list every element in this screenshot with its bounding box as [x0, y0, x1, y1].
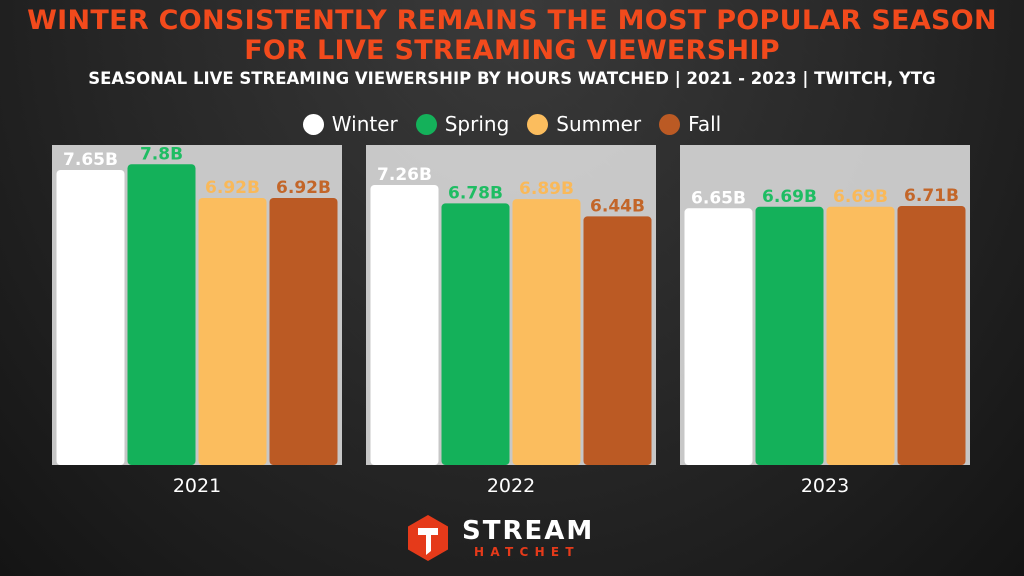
- data-label-summer-2023: 6.69B: [833, 187, 888, 207]
- bar-fall-2023: [897, 206, 966, 465]
- data-label-winter-2023: 6.65B: [691, 188, 746, 208]
- bar-fall-2021: [269, 197, 338, 466]
- legend-label-summer: Summer: [556, 112, 642, 136]
- bar-summer-2023: [826, 206, 895, 465]
- data-label-spring-2021: 7.8B: [140, 144, 183, 164]
- chart-title: WINTER CONSISTENTLY REMAINS THE MOST POP…: [27, 5, 997, 66]
- legend-swatch-spring: [415, 113, 437, 135]
- data-label-spring-2022: 6.78B: [448, 183, 503, 203]
- hatchet-logo-icon: [408, 515, 448, 561]
- bar-spring-2023: [755, 206, 824, 465]
- data-label-fall-2021: 6.92B: [276, 178, 331, 198]
- data-label-fall-2022: 6.44B: [590, 196, 645, 216]
- bar-fall-2022: [583, 216, 652, 465]
- x-tick-2023: 2023: [801, 475, 849, 497]
- bar-summer-2022: [512, 199, 581, 465]
- legend-item-fall: Fall: [659, 113, 721, 135]
- x-tick-2021: 2021: [173, 475, 221, 497]
- bar-spring-2021: [127, 164, 196, 465]
- legend-item-summer: Summer: [527, 113, 641, 135]
- legend-swatch-fall: [659, 113, 681, 135]
- title-block: WINTER CONSISTENTLY REMAINS THE MOST POP…: [0, 6, 1024, 89]
- data-label-spring-2023: 6.69B: [762, 187, 817, 207]
- x-tick-2022: 2022: [487, 475, 535, 497]
- data-label-winter-2022: 7.26B: [377, 165, 432, 185]
- logo-text: STREAM HATCHET: [462, 518, 594, 558]
- data-label-winter-2021: 7.65B: [63, 150, 118, 170]
- logo-word: STREAM: [462, 516, 595, 546]
- legend-item-winter: Winter: [302, 112, 398, 136]
- legend-label-spring: Spring: [444, 112, 510, 136]
- legend-label-fall: Fall: [688, 112, 722, 136]
- logo-subword: HATCHET: [474, 545, 580, 559]
- chart-legend: Winter Spring Summer Fall: [0, 110, 1024, 138]
- legend-label-winter: Winter: [331, 112, 398, 136]
- bar-winter-2021: [56, 170, 125, 465]
- bar-summer-2021: [198, 197, 267, 466]
- bar-winter-2023: [684, 208, 753, 465]
- legend-swatch-summer: [527, 113, 549, 135]
- data-label-summer-2022: 6.89B: [519, 179, 574, 199]
- stream-hatchet-logo: STREAM HATCHET: [404, 513, 594, 563]
- bar-winter-2022: [370, 184, 439, 465]
- data-label-fall-2023: 6.71B: [904, 186, 959, 206]
- legend-item-spring: Spring: [415, 112, 510, 136]
- chart-subtitle: SEASONAL LIVE STREAMING VIEWERSHIP BY HO…: [88, 69, 936, 88]
- legend-swatch-winter: [302, 113, 324, 135]
- data-label-summer-2021: 6.92B: [205, 178, 260, 198]
- bar-spring-2022: [441, 203, 510, 466]
